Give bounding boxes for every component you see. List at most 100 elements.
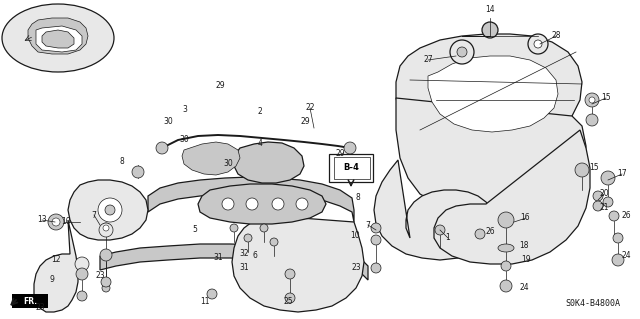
Polygon shape [396, 98, 586, 212]
Text: 26: 26 [621, 211, 631, 220]
Ellipse shape [2, 4, 114, 72]
Circle shape [435, 225, 445, 235]
Polygon shape [42, 30, 74, 48]
Circle shape [244, 234, 252, 242]
Circle shape [75, 257, 89, 271]
Text: 14: 14 [485, 5, 495, 14]
Circle shape [101, 223, 111, 233]
Polygon shape [198, 184, 326, 224]
Circle shape [101, 277, 111, 287]
Polygon shape [428, 56, 558, 132]
Circle shape [102, 284, 110, 292]
Circle shape [285, 269, 295, 279]
Text: 8: 8 [356, 194, 360, 203]
Polygon shape [34, 220, 78, 312]
Polygon shape [12, 294, 48, 308]
Circle shape [105, 205, 115, 215]
Circle shape [132, 166, 144, 178]
Text: 25: 25 [283, 298, 293, 307]
Circle shape [52, 218, 60, 226]
Text: 21: 21 [599, 204, 609, 212]
Circle shape [100, 249, 112, 261]
Circle shape [585, 93, 599, 107]
Text: 22: 22 [305, 103, 315, 113]
Circle shape [457, 47, 467, 57]
Circle shape [589, 97, 595, 103]
Text: 16: 16 [520, 213, 530, 222]
Text: 20: 20 [599, 189, 609, 198]
Polygon shape [396, 34, 582, 158]
Circle shape [98, 198, 122, 222]
Circle shape [371, 223, 381, 233]
Text: 2: 2 [258, 108, 262, 116]
Circle shape [501, 261, 511, 271]
Circle shape [296, 198, 308, 210]
Circle shape [575, 163, 589, 177]
Text: 31: 31 [239, 263, 249, 272]
Text: 26: 26 [485, 227, 495, 236]
Circle shape [500, 280, 512, 292]
Circle shape [450, 40, 474, 64]
Text: 17: 17 [617, 169, 627, 179]
Circle shape [603, 197, 613, 207]
Text: 28: 28 [551, 32, 561, 41]
Circle shape [482, 22, 498, 38]
Text: 12: 12 [51, 256, 61, 264]
Circle shape [586, 114, 598, 126]
Text: 1: 1 [445, 234, 451, 242]
Text: 5: 5 [193, 226, 197, 234]
Polygon shape [434, 130, 590, 264]
Circle shape [222, 198, 234, 210]
Text: 27: 27 [423, 56, 433, 64]
Polygon shape [334, 157, 370, 179]
Text: 24: 24 [519, 284, 529, 293]
Text: 23: 23 [95, 271, 105, 279]
Circle shape [612, 254, 624, 266]
Text: 11: 11 [200, 298, 210, 307]
Circle shape [156, 142, 168, 154]
Text: 31: 31 [213, 254, 223, 263]
Text: 30: 30 [163, 117, 173, 127]
Circle shape [498, 212, 514, 228]
Text: 15: 15 [589, 164, 599, 173]
Polygon shape [182, 142, 240, 175]
Circle shape [593, 191, 603, 201]
Text: 15: 15 [601, 93, 611, 102]
Circle shape [76, 268, 88, 280]
Text: 9: 9 [49, 276, 54, 285]
Circle shape [534, 40, 542, 48]
Circle shape [272, 198, 284, 210]
Polygon shape [148, 177, 354, 222]
Polygon shape [28, 18, 88, 54]
Polygon shape [36, 26, 82, 52]
Circle shape [99, 223, 113, 237]
Circle shape [246, 198, 258, 210]
Text: S0K4-B4800A: S0K4-B4800A [565, 299, 620, 308]
Polygon shape [232, 216, 364, 312]
Text: 30: 30 [179, 136, 189, 145]
Text: 19: 19 [521, 256, 531, 264]
Text: B-4: B-4 [343, 164, 359, 173]
Text: FR.: FR. [23, 296, 37, 306]
Circle shape [270, 238, 278, 246]
Text: 3: 3 [182, 106, 188, 115]
Text: 32: 32 [239, 249, 249, 258]
Text: 29: 29 [215, 81, 225, 91]
Text: 13: 13 [37, 216, 47, 225]
Circle shape [344, 142, 356, 154]
Polygon shape [374, 160, 498, 260]
Polygon shape [100, 244, 368, 280]
Text: 10: 10 [61, 218, 71, 226]
Text: 7: 7 [92, 211, 97, 219]
Circle shape [285, 293, 295, 303]
Circle shape [593, 201, 603, 211]
Text: 8: 8 [120, 158, 124, 167]
Circle shape [260, 224, 268, 232]
Circle shape [601, 171, 615, 185]
Text: 29: 29 [335, 149, 345, 158]
Text: 10: 10 [350, 231, 360, 240]
Circle shape [230, 224, 238, 232]
Polygon shape [234, 142, 304, 183]
Text: 6: 6 [253, 250, 257, 259]
Circle shape [528, 34, 548, 54]
